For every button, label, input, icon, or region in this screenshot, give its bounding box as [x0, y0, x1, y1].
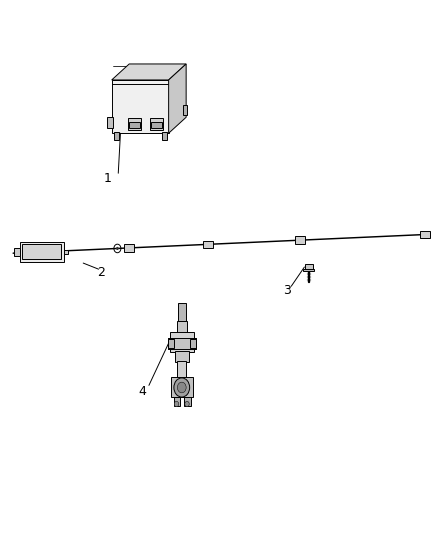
Bar: [162, 132, 167, 140]
Circle shape: [174, 401, 179, 407]
Bar: [128, 118, 141, 130]
Polygon shape: [112, 64, 186, 80]
Circle shape: [174, 378, 190, 397]
Polygon shape: [112, 80, 169, 133]
Bar: [184, 397, 191, 406]
Bar: [183, 105, 187, 115]
Bar: [295, 237, 305, 244]
Bar: [168, 338, 196, 349]
Bar: [177, 361, 186, 378]
Bar: [174, 397, 180, 406]
Bar: [178, 303, 186, 321]
Bar: [151, 122, 162, 128]
Bar: [305, 264, 313, 270]
Bar: [168, 339, 174, 348]
Bar: [107, 117, 113, 128]
Text: 4: 4: [138, 385, 146, 398]
Bar: [175, 351, 189, 362]
Bar: [190, 339, 196, 348]
Bar: [114, 132, 119, 140]
Bar: [64, 250, 68, 254]
Bar: [203, 240, 213, 248]
Bar: [420, 231, 430, 238]
Circle shape: [185, 401, 189, 407]
Bar: [22, 245, 61, 260]
Bar: [171, 377, 193, 397]
Bar: [150, 118, 163, 130]
Bar: [20, 242, 64, 262]
Polygon shape: [169, 64, 186, 133]
Bar: [303, 269, 314, 271]
Bar: [14, 248, 20, 256]
Text: 2: 2: [97, 266, 105, 279]
Bar: [124, 244, 134, 252]
Bar: [129, 122, 140, 128]
Text: 3: 3: [283, 284, 291, 297]
Bar: [177, 321, 187, 333]
Bar: [170, 332, 194, 352]
Text: 1: 1: [103, 172, 111, 185]
Circle shape: [177, 382, 186, 393]
Circle shape: [116, 247, 119, 250]
